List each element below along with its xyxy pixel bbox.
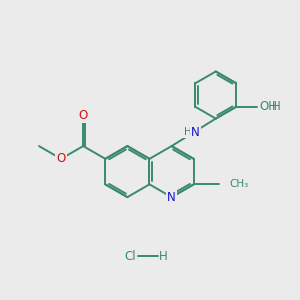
Text: CH₃: CH₃ bbox=[229, 179, 248, 189]
Text: N: N bbox=[167, 190, 176, 204]
Text: N: N bbox=[191, 126, 200, 139]
Text: Cl: Cl bbox=[124, 250, 136, 262]
Text: O: O bbox=[56, 152, 66, 165]
Text: H: H bbox=[158, 250, 167, 262]
Text: O: O bbox=[79, 109, 88, 122]
Text: H: H bbox=[272, 100, 281, 113]
Text: OH: OH bbox=[260, 100, 278, 113]
Text: H: H bbox=[184, 127, 192, 137]
